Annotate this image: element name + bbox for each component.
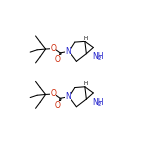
Text: O: O — [55, 101, 61, 110]
Text: NH: NH — [92, 52, 103, 61]
Text: N: N — [65, 92, 71, 101]
Text: N: N — [65, 47, 71, 56]
Text: 2: 2 — [98, 102, 101, 107]
Text: H: H — [84, 36, 88, 41]
Text: 2: 2 — [98, 56, 101, 61]
Text: H: H — [84, 81, 88, 86]
Text: O: O — [55, 55, 61, 64]
Text: O: O — [50, 89, 56, 98]
Text: O: O — [50, 44, 56, 53]
Text: NH: NH — [92, 98, 103, 107]
